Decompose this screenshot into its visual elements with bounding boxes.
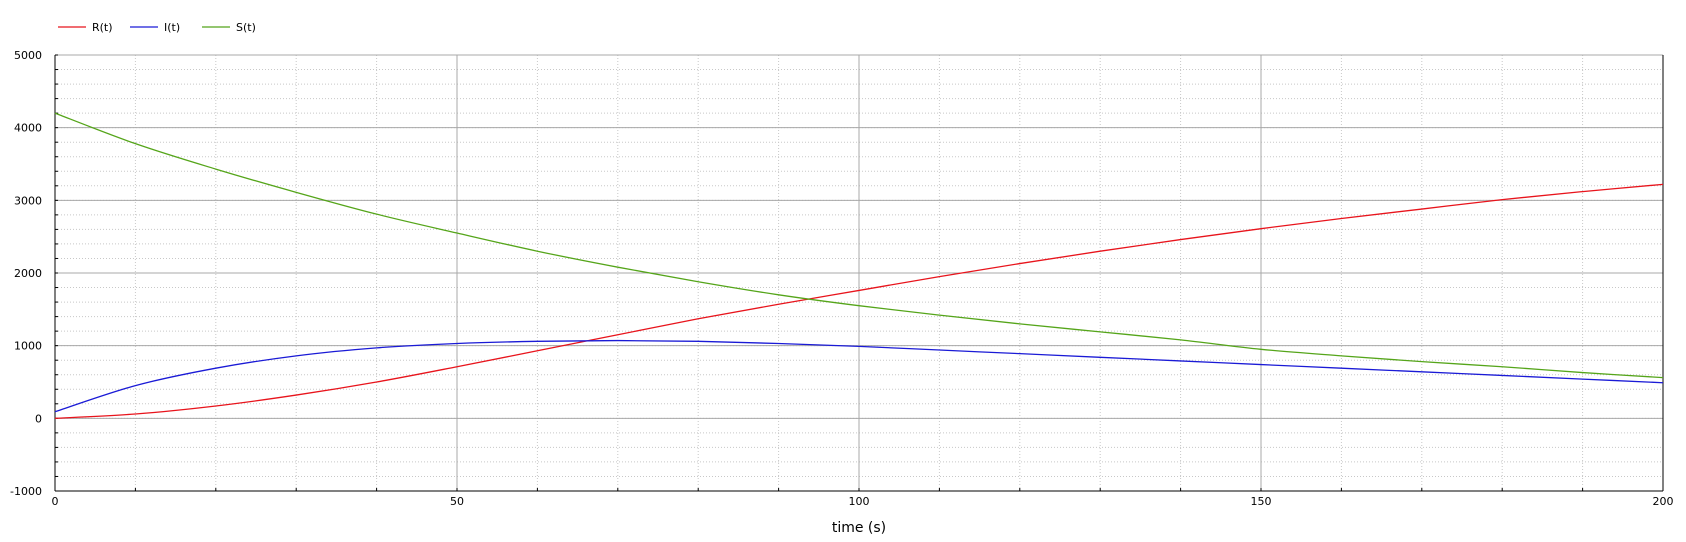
y-tick-label: -1000 bbox=[10, 485, 42, 498]
legend-label-st: S(t) bbox=[236, 21, 256, 34]
x-axis-label: time (s) bbox=[832, 520, 886, 536]
y-tick-label: 4000 bbox=[14, 122, 42, 135]
x-tick-label: 100 bbox=[849, 495, 870, 508]
y-tick-label: 5000 bbox=[14, 49, 42, 62]
x-tick-label: 150 bbox=[1251, 495, 1272, 508]
y-tick-label: 0 bbox=[35, 412, 42, 425]
series-line-rt bbox=[54, 183, 1664, 419]
series-lines bbox=[54, 112, 1664, 419]
axes bbox=[54, 54, 1664, 492]
y-tick-label: 2000 bbox=[14, 267, 42, 280]
y-tick-label: 3000 bbox=[14, 194, 42, 207]
y-tick-label: 1000 bbox=[14, 340, 42, 353]
x-tick-label: 0 bbox=[52, 495, 59, 508]
grid bbox=[54, 54, 1664, 492]
tick-labels: 0 50 100 150 200 -1000 0 1000 2000 3000 4000 5000 bbox=[10, 49, 1673, 508]
legend-label-it: I(t) bbox=[164, 21, 180, 34]
series-line-st bbox=[54, 112, 1664, 379]
x-tick-label: 50 bbox=[450, 495, 464, 508]
legend-label-rt: R(t) bbox=[92, 21, 113, 34]
x-tick-label: 200 bbox=[1653, 495, 1674, 508]
legend: R(t) I(t) S(t) bbox=[58, 21, 256, 34]
series-line-it bbox=[54, 339, 1664, 413]
